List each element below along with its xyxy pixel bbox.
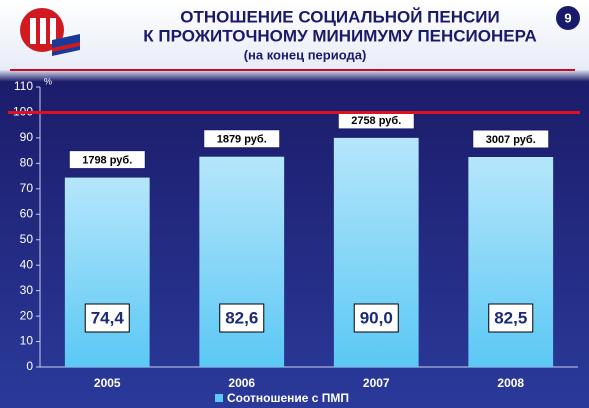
value-label: 82,6 [225,308,258,327]
y-tick-label: 40 [20,257,34,271]
y-tick-label: 20 [20,308,34,322]
value-label-box [84,303,130,333]
bar-shine [199,156,285,367]
y-tick-label: 80 [20,156,34,170]
bar-note-box [68,150,146,170]
chart-title: ОТНОШЕНИЕ СОЦИАЛЬНОЙ ПЕНСИИ [180,7,499,26]
bar-shine [64,177,150,367]
legend-swatch [215,394,223,402]
bar-note: 3007 руб. [486,134,536,146]
x-tick-label: 2006 [228,376,255,390]
y-tick-label: 0 [26,359,33,373]
bar-note-box [337,110,415,130]
y-tick-label: 30 [20,283,34,297]
value-label-box [219,303,265,333]
bar-shine [333,137,419,367]
bar-note: 2758 руб. [351,115,401,127]
chart-subtitle: (на конец периода) [244,47,367,62]
value-label-box [488,303,534,333]
x-tick-label: 2005 [94,376,121,390]
bar-note-box [203,129,281,149]
y-axis-label: % [44,76,52,86]
slide-badge [556,6,580,30]
value-label-box [353,303,399,333]
slide-number: 9 [564,10,571,25]
bar-note-box [472,129,550,149]
value-label: 82,5 [494,308,527,327]
x-tick-label: 2008 [497,376,524,390]
bar-note: 1798 руб. [82,155,132,167]
value-label: 74,4 [91,308,125,327]
value-label: 90,0 [360,308,393,327]
y-tick-label: 60 [20,206,34,220]
y-tick-label: 50 [20,232,34,246]
chart-title: К ПРОЖИТОЧНОМУ МИНИМУМУ ПЕНСИОНЕРА [143,26,536,45]
y-tick-label: 70 [20,181,34,195]
x-tick-label: 2007 [363,376,390,390]
y-tick-label: 90 [20,130,34,144]
y-tick-label: 110 [14,79,33,93]
y-tick-label: 10 [20,334,34,348]
bar-shine [468,157,554,367]
bar-note: 1879 руб. [217,134,267,146]
legend-label: Соотношение с ПМП [227,391,349,405]
logo [20,8,80,56]
